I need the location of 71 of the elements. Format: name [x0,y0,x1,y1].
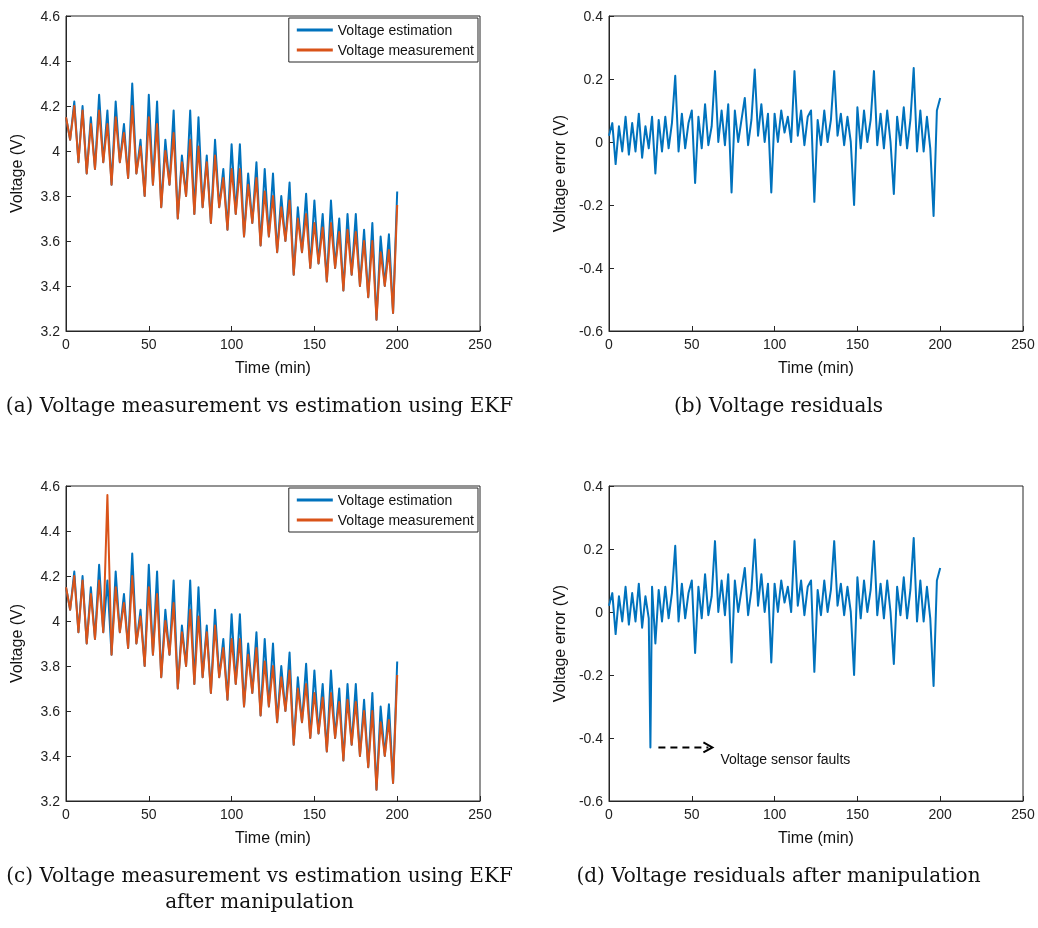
legend-label: Voltage measurement [337,512,475,528]
x-tick-label: 100 [219,336,244,352]
legend-label: Voltage measurement [337,42,475,58]
y-tick-label: 3.8 [40,188,61,204]
y-tick-label: 0.2 [583,71,604,87]
x-tick-label: 150 [302,806,327,822]
annotation: Voltage sensor faults [720,751,851,768]
y-tick-label: 3.6 [40,233,61,249]
y-tick-label: 4.2 [40,568,61,584]
text: (c) Voltage measurement vs estimation using EKF after manipulation [5,862,514,914]
y-axis-title: Voltage error (V) [550,584,568,703]
legend-label: Voltage estimation [337,22,453,38]
x-tick-label: 250 [468,336,492,352]
text: (a) Voltage measurement vs estimation using EKF [4,392,515,418]
y-tick-label: 4 [52,613,61,629]
y-tick-label: 4 [52,143,61,159]
x-tick-label: 250 [1011,806,1035,822]
x-tick-label: 200 [928,806,953,822]
x-tick-label: 150 [845,336,870,352]
x-tick-label: 100 [219,806,244,822]
x-tick-label: 0 [62,336,71,352]
x-tick-label: 50 [141,336,157,352]
x-tick-label: 50 [684,806,700,822]
y-tick-label: 3.4 [40,278,61,294]
y-tick-label: 4.4 [40,523,61,539]
y-tick-label: 3.6 [40,703,61,719]
y-tick-label: 0.4 [583,478,604,494]
y-axis-title: Voltage (V) [7,133,25,214]
y-tick-label: 3.4 [40,748,61,764]
y-tick-label: 4.6 [40,8,61,24]
y-tick-label: 3.8 [40,658,61,674]
x-axis-title: Time (min) [778,358,854,376]
y-tick-label: -0.6 [578,793,604,809]
y-axis-title: Voltage error (V) [550,114,568,233]
x-tick-label: 150 [845,806,870,822]
x-tick-label: 250 [468,806,492,822]
y-tick-label: 3.2 [40,323,61,339]
x-axis-title: Time (min) [778,828,854,846]
y-tick-label: 0 [595,134,604,150]
y-tick-label: -0.4 [578,730,604,746]
y-tick-label: 0.4 [583,8,604,24]
x-tick-label: 0 [605,336,614,352]
x-axis-title: Time (min) [235,828,311,846]
line-series [608,536,942,749]
x-tick-label: 0 [62,806,71,822]
y-tick-label: -0.4 [578,260,604,276]
x-tick-label: 50 [141,806,157,822]
y-tick-label: 0 [595,604,604,620]
x-tick-label: 100 [762,806,787,822]
x-tick-label: 250 [1011,336,1035,352]
x-tick-label: 200 [928,336,953,352]
text: (b) Voltage residuals [672,392,885,418]
y-tick-label: 4.2 [40,98,61,114]
y-tick-label: -0.6 [578,323,604,339]
legend-label: Voltage estimation [337,492,453,508]
x-tick-label: 0 [605,806,614,822]
y-tick-label: 0.2 [583,541,604,557]
y-tick-label: 4.4 [40,53,61,69]
x-tick-label: 50 [684,336,700,352]
y-axis-title: Voltage (V) [7,603,25,684]
y-tick-label: -0.2 [578,197,604,213]
y-tick-label: 4.6 [40,478,61,494]
text: (d) Voltage residuals after manipulation [575,862,982,888]
x-axis-title: Time (min) [235,358,311,376]
line-series [608,66,942,218]
y-tick-label: -0.2 [578,667,604,683]
x-tick-label: 200 [385,336,410,352]
x-tick-label: 100 [762,336,787,352]
x-tick-label: 150 [302,336,327,352]
y-tick-label: 3.2 [40,793,61,809]
x-tick-label: 200 [385,806,410,822]
